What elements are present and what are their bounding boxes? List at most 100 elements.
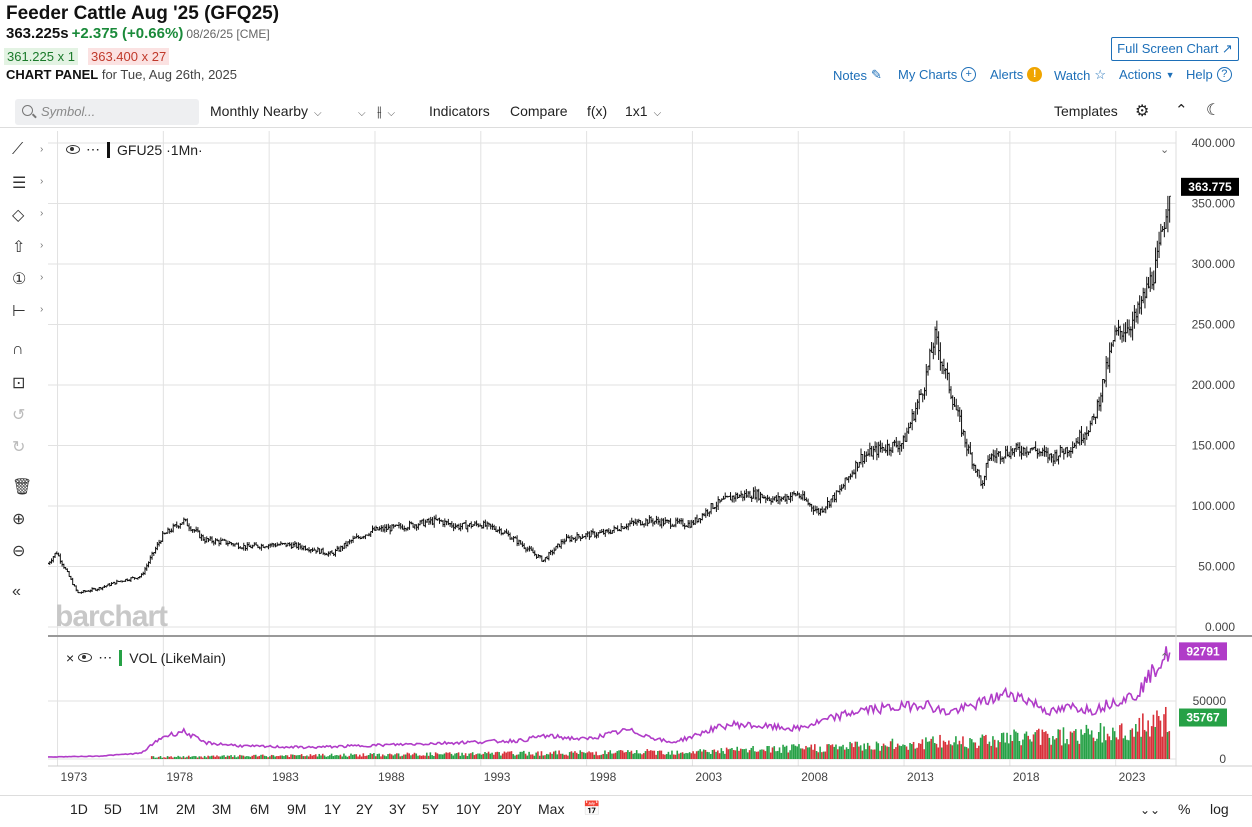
measure-icon: ⊢ — [12, 303, 26, 320]
collapse-toolbar-button[interactable]: « — [12, 583, 42, 605]
shapes-tool[interactable]: ◇ › — [12, 205, 43, 227]
volume-bar — [1064, 743, 1067, 759]
eye-icon[interactable] — [78, 653, 93, 662]
period-3m[interactable]: 3M — [212, 801, 232, 817]
ohlc-bar — [708, 511, 711, 517]
watch-link[interactable]: Watch ☆ — [1054, 67, 1106, 83]
ohlc-bar — [995, 448, 999, 464]
arrow-tool[interactable]: ⇧ › — [12, 237, 43, 259]
period-1m[interactable]: 1M — [139, 801, 159, 817]
actions-menu[interactable]: Actions ▼ — [1119, 67, 1175, 82]
zoom-in-button[interactable]: ⊕ — [12, 509, 42, 531]
chart-area[interactable]: 1973 1978 1983 1988 1993 1998 2003 2008 2013 2018… — [48, 131, 1252, 791]
ohlc-bar — [849, 473, 852, 480]
period-20y[interactable]: 20Y — [497, 801, 522, 817]
volume-bar — [607, 752, 610, 759]
indicators-button[interactable]: Indicators — [429, 103, 490, 119]
calendar-icon[interactable]: 📅 — [583, 800, 601, 816]
interval-select[interactable]: Monthly Nearby ⌵ — [210, 103, 322, 119]
volume-bar — [426, 752, 428, 759]
volume-bar — [932, 736, 934, 759]
volume-bar — [1080, 729, 1082, 759]
period-1d[interactable]: 1D — [70, 801, 88, 817]
gear-icon[interactable]: ⚙ — [1135, 103, 1150, 120]
volume-bar — [759, 749, 761, 759]
compare-button[interactable]: Compare — [510, 103, 568, 119]
ohlc-bar — [1043, 445, 1046, 457]
ohlc-bar — [1004, 445, 1007, 459]
volume-bar — [637, 753, 640, 759]
ohlc-bar — [549, 549, 552, 556]
layout-select[interactable]: 1x1 ⌵ — [625, 103, 661, 119]
double-chevron-down-icon[interactable]: ⌄⌄ — [1140, 803, 1161, 817]
volume-bar — [956, 744, 959, 759]
ohlc-bar — [660, 517, 663, 529]
magnet-tool[interactable]: ∩ — [12, 341, 42, 363]
percent-toggle[interactable]: % — [1178, 801, 1191, 817]
help-link[interactable]: Help? — [1186, 67, 1232, 82]
ohlc-bar — [300, 544, 304, 551]
ohlc-bar — [406, 526, 409, 531]
ohlc-bar — [565, 534, 568, 542]
notes-link[interactable]: Notes ✎ — [833, 67, 882, 83]
ohlc-bar — [48, 561, 51, 565]
volume-bar — [563, 754, 566, 759]
bar-type-select[interactable]: ⫲ ⌵ — [377, 103, 395, 120]
volume-bar — [545, 753, 548, 759]
volume-bar — [690, 753, 693, 759]
ohlc-bar — [251, 544, 254, 549]
log-toggle[interactable]: log — [1210, 801, 1229, 817]
volume-bar — [817, 752, 820, 759]
period-max[interactable]: Max — [538, 801, 565, 817]
volume-bar — [394, 754, 396, 759]
period-5y[interactable]: 5Y — [422, 801, 440, 817]
volume-bar — [1143, 729, 1146, 759]
volume-bar — [240, 755, 243, 759]
redo-button[interactable]: ↻ — [12, 437, 42, 459]
measure-tool[interactable]: ⊢ › — [12, 301, 43, 323]
period-2y[interactable]: 2Y — [356, 801, 374, 817]
function-button[interactable]: f(x) — [587, 103, 608, 119]
templates-button[interactable]: Templates — [1054, 103, 1118, 119]
eye-icon[interactable] — [66, 145, 80, 154]
fib-tool[interactable]: ☰ › — [12, 173, 43, 195]
zoom-out-button[interactable]: ⊖ — [12, 541, 42, 563]
close-icon[interactable]: × — [66, 649, 75, 666]
ohlc-bar — [554, 545, 558, 551]
annotation-tool[interactable]: ① › — [12, 269, 43, 291]
volume-bar — [258, 755, 261, 759]
volume-bar — [1119, 725, 1121, 759]
dark-mode-icon[interactable]: ☾ — [1206, 102, 1221, 119]
period-3y[interactable]: 3Y — [389, 801, 407, 817]
symbol-search-input[interactable]: Symbol... — [15, 99, 199, 125]
volume-bar — [452, 755, 455, 759]
trendline-tool[interactable]: ⟋ › — [12, 141, 43, 163]
full-screen-button[interactable]: Full Screen Chart ↗ — [1111, 37, 1239, 61]
ohlc-bar — [916, 399, 919, 415]
more-icon[interactable]: ⋯ — [98, 649, 113, 665]
ohlc-bar — [1133, 305, 1136, 329]
undo-button[interactable]: ↺ — [12, 405, 42, 427]
lock-tool[interactable]: ⊡ — [12, 373, 42, 395]
ohlc-bar — [108, 583, 111, 587]
volume-bar — [711, 749, 714, 759]
period-10y[interactable]: 10Y — [456, 801, 481, 817]
delete-button[interactable]: 🗑 — [12, 477, 42, 499]
period-2m[interactable]: 2M — [176, 801, 196, 817]
ohlc-bar — [422, 518, 425, 527]
alerts-link[interactable]: Alerts! — [990, 67, 1043, 82]
period-5d[interactable]: 5D — [104, 801, 122, 817]
period-9m[interactable]: 9M — [287, 801, 307, 817]
ohlc-bar — [179, 523, 182, 529]
more-icon[interactable]: ⋯ — [86, 141, 100, 157]
my-charts-link[interactable]: My Charts + — [898, 67, 977, 82]
chart-type-select[interactable]: ⌵ — [352, 103, 366, 119]
volume-bar — [706, 751, 709, 759]
period-1y[interactable]: 1Y — [324, 801, 342, 817]
volume-bar — [503, 751, 506, 759]
collapse-icon[interactable]: ⌃ — [1175, 102, 1188, 119]
volume-bar — [553, 751, 555, 759]
period-6m[interactable]: 6M — [250, 801, 270, 817]
volume-bar — [1115, 737, 1118, 759]
ohlc-bar — [715, 501, 718, 512]
